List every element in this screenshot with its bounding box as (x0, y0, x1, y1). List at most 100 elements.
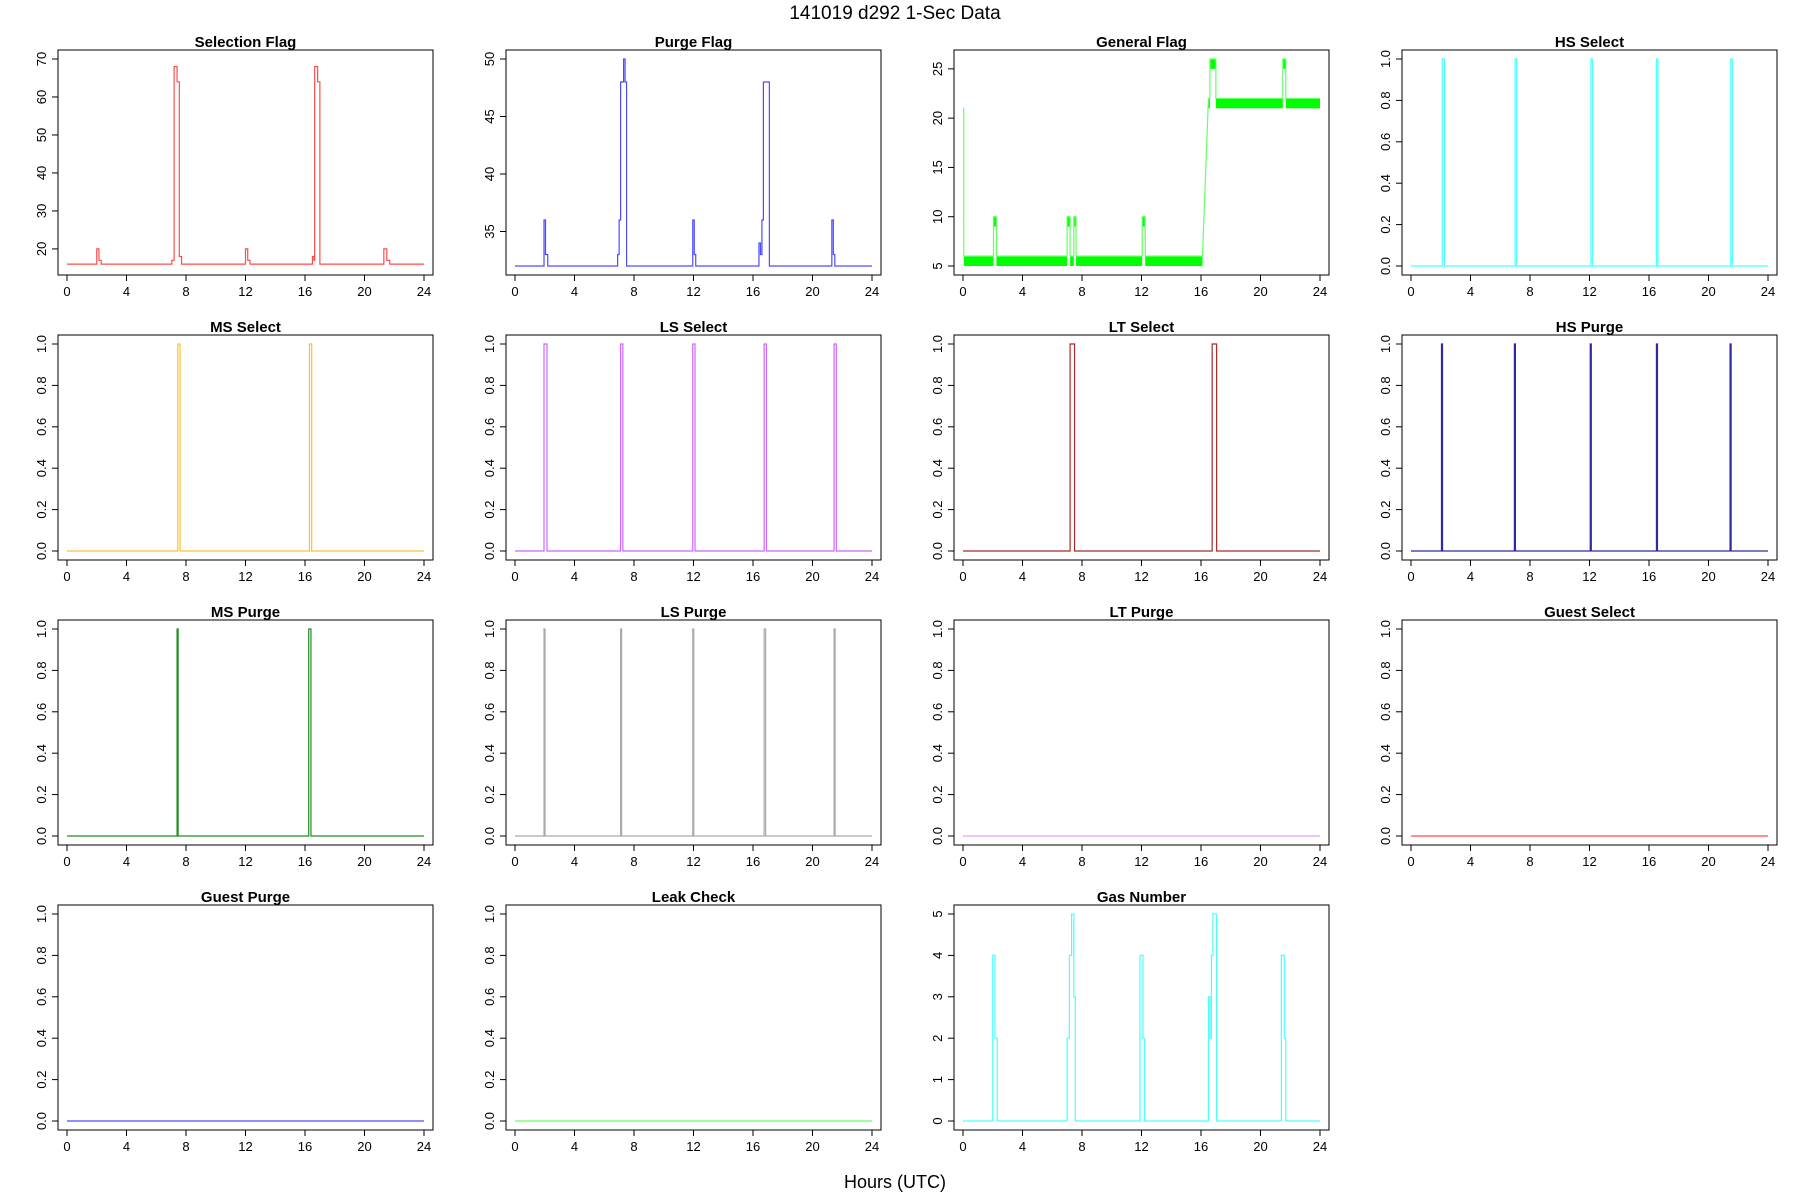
x-tick-label: 20 (1253, 1139, 1267, 1154)
y-tick-label: 1.0 (482, 620, 497, 638)
y-tick-label: 40 (34, 166, 49, 180)
series-line-ms-purge (67, 628, 424, 837)
y-tick-label: 0.6 (34, 418, 49, 436)
x-tick-label: 20 (805, 854, 819, 869)
panel-selection-flag: Selection Flag 0 4 8 12 16 20 24 20 30 40 50 60 70 (34, 34, 434, 299)
x-tick-label: 4 (1467, 569, 1474, 584)
y-tick-label: 0.2 (930, 501, 945, 519)
series-line-lt-select (963, 343, 1320, 552)
x-tick-label: 20 (1253, 569, 1267, 584)
x-tick-label: 16 (1194, 284, 1208, 299)
panel-general-flag: General Flag 0 4 8 12 16 20 24 5 10 15 20 25 (930, 34, 1330, 299)
panel-purge-flag: Purge Flag 0 4 8 12 16 20 24 35 40 45 50 (482, 34, 882, 299)
x-tick-label: 20 (1701, 854, 1715, 869)
x-tick-label: 20 (357, 1139, 371, 1154)
y-tick-label: 10 (930, 209, 945, 223)
y-tick-label: 0.4 (482, 744, 497, 762)
y-tick-label: 45 (482, 109, 497, 123)
x-tick-label: 12 (1134, 284, 1148, 299)
panel-title: LS Purge (661, 604, 727, 621)
panel-title: HS Purge (1556, 319, 1624, 336)
noise-band (1070, 256, 1074, 266)
x-tick-label: 12 (238, 569, 252, 584)
x-tick-label: 24 (1313, 854, 1327, 869)
y-tick-label: 0.2 (1378, 501, 1393, 519)
y-tick-label: 0.6 (482, 988, 497, 1006)
x-tick-label: 12 (1582, 854, 1596, 869)
x-tick-label: 12 (686, 854, 700, 869)
y-tick-label: 0.2 (930, 786, 945, 804)
plot-frame (57, 49, 434, 276)
panel-guest-select: Guest Select 0 4 8 12 16 20 24 0.0 0.2 0.4 0.6 0.8 1.… (1378, 604, 1778, 869)
x-tick-label: 16 (746, 569, 760, 584)
y-tick-label: 70 (34, 52, 49, 66)
x-tick-label: 16 (746, 854, 760, 869)
x-tick-label: 0 (1407, 854, 1414, 869)
x-tick-label: 20 (1701, 569, 1715, 584)
y-tick-label: 1.0 (930, 335, 945, 353)
y-tick-label: 0.4 (1378, 174, 1393, 192)
x-tick-label: 0 (63, 1139, 70, 1154)
plot-frame (953, 904, 1330, 1131)
x-tick-label: 24 (865, 284, 879, 299)
x-tick-label: 12 (1582, 569, 1596, 584)
y-tick-label: 0.8 (1378, 661, 1393, 679)
panel-hs-select: HS Select 0 4 8 12 16 20 24 0.0 0.2 0.4 0.6 0.8 1.0 (1378, 34, 1778, 299)
y-tick-label: 0.2 (34, 786, 49, 804)
y-tick-label: 0.8 (1378, 376, 1393, 394)
series-line-selection-flag (67, 65, 424, 265)
x-tick-label: 0 (959, 1139, 966, 1154)
y-tick-label: 0.0 (930, 827, 945, 845)
y-tick-label: 0.0 (482, 1112, 497, 1130)
x-tick-label: 20 (805, 569, 819, 584)
series-line-general-flag (963, 58, 1320, 257)
x-tick-label: 4 (571, 569, 578, 584)
panel-title: LT Purge (1110, 604, 1174, 621)
x-tick-label: 8 (1526, 284, 1533, 299)
series-line-purge-flag (515, 58, 872, 267)
x-tick-label: 8 (1078, 854, 1085, 869)
x-tick-label: 12 (686, 569, 700, 584)
panel-ls-purge: LS Purge 0 4 8 12 16 20 24 0.0 0.2 0.4 0.6 0.8 1.0 (482, 604, 882, 869)
x-tick-label: 0 (63, 854, 70, 869)
y-tick-label: 0.6 (482, 418, 497, 436)
plot-frame (505, 334, 882, 561)
panel-guest-purge: Guest Purge 0 4 8 12 16 20 24 0.0 0.2 0.4 0.6 0.8 1.0 (34, 889, 434, 1154)
y-tick-label: 50 (34, 128, 49, 142)
y-tick-label: 1.0 (482, 905, 497, 923)
noise-band (1067, 216, 1071, 227)
panel-leak-check: Leak Check 0 4 8 12 16 20 24 0.0 0.2 0.4 0.6 0.8 1.0 (482, 889, 882, 1154)
x-tick-label: 8 (1078, 284, 1085, 299)
noise-band (1142, 216, 1146, 227)
x-tick-label: 4 (1019, 569, 1026, 584)
plot-frame (953, 49, 1330, 276)
x-tick-label: 16 (1642, 854, 1656, 869)
series-line-hs-purge (1411, 343, 1768, 552)
panel-lt-select: LT Select 0 4 8 12 16 20 24 0.0 0.2 0.4 0.6 0.8 1.0 (930, 319, 1330, 584)
x-tick-label: 0 (63, 569, 70, 584)
x-tick-label: 16 (298, 854, 312, 869)
panel-title: HS Select (1555, 34, 1624, 51)
y-tick-label: 1.0 (1378, 50, 1393, 68)
noise-band (1145, 256, 1203, 266)
x-tick-label: 20 (1253, 284, 1267, 299)
x-tick-label: 8 (630, 1139, 637, 1154)
x-tick-label: 24 (1313, 284, 1327, 299)
y-tick-label: 0.8 (1378, 91, 1393, 109)
panel-title: Selection Flag (195, 34, 297, 51)
panel-title: Guest Select (1544, 604, 1635, 621)
panel-title: Purge Flag (655, 34, 733, 51)
x-tick-label: 16 (746, 1139, 760, 1154)
y-tick-label: 0.0 (1378, 257, 1393, 275)
x-tick-label: 16 (1642, 284, 1656, 299)
y-tick-label: 0.4 (482, 459, 497, 477)
x-tick-label: 20 (357, 569, 371, 584)
y-tick-label: 0.6 (930, 418, 945, 436)
y-tick-label: 0.2 (1378, 216, 1393, 234)
panel-ms-purge: MS Purge 0 4 8 12 16 20 24 0.0 0.2 0.4 0.6 0.8 1.0 (34, 604, 434, 869)
x-tick-label: 0 (1407, 284, 1414, 299)
plot-frame (57, 904, 434, 1131)
y-tick-label: 0.4 (930, 744, 945, 762)
x-tick-label: 4 (123, 1139, 130, 1154)
